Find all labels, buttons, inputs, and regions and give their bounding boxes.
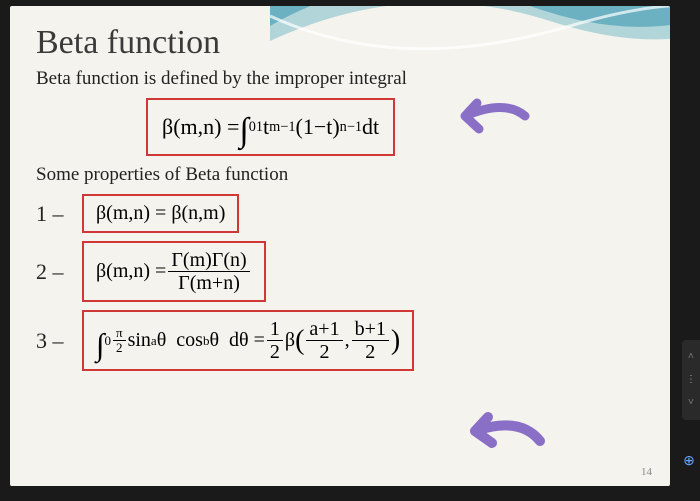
property-number: 1 – (36, 201, 72, 227)
slide: Beta function Beta function is defined b… (10, 6, 670, 486)
properties-heading: Some properties of Beta function (36, 164, 644, 186)
chevron-down-icon[interactable]: ˅ (688, 398, 694, 408)
property-formula-1: β(m,n) = β(n,m) (82, 194, 239, 233)
property-number: 2 – (36, 259, 72, 285)
chevron-up-icon[interactable]: ˄ (688, 352, 694, 362)
property-row-1: 1 – β(m,n) = β(n,m) (36, 194, 644, 233)
property-row-2: 2 – β(m,n) = Γ(m)Γ(n)Γ(m+n) (36, 241, 644, 302)
zoom-icon[interactable]: ⊕ (680, 453, 698, 471)
slide-description: Beta function is defined by the improper… (36, 68, 644, 90)
main-formula-box: β(m,n) = ∫01 tm−1 (1−t)n−1 dt (146, 98, 395, 156)
annotation-arrow-2 (450, 401, 550, 461)
property-row-3: 3 – ∫0π2 sinaθ cosbθ dθ = 12 β(a+12 , b+… (36, 310, 644, 371)
divider-icon: ⋮ (686, 375, 696, 385)
side-toolbar[interactable]: ˄ ⋮ ˅ (682, 340, 700, 420)
property-formula-3: ∫0π2 sinaθ cosbθ dθ = 12 β(a+12 , b+12) (82, 310, 414, 371)
main-formula-row: β(m,n) = ∫01 tm−1 (1−t)n−1 dt (36, 98, 644, 156)
slide-title: Beta function (36, 24, 644, 62)
property-formula-2: β(m,n) = Γ(m)Γ(n)Γ(m+n) (82, 241, 266, 302)
slide-number: 14 (641, 466, 652, 478)
property-number: 3 – (36, 328, 72, 354)
